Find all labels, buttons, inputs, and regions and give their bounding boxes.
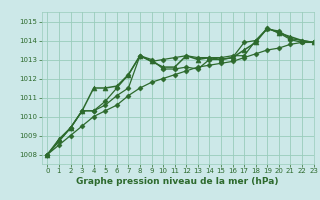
- X-axis label: Graphe pression niveau de la mer (hPa): Graphe pression niveau de la mer (hPa): [76, 177, 279, 186]
